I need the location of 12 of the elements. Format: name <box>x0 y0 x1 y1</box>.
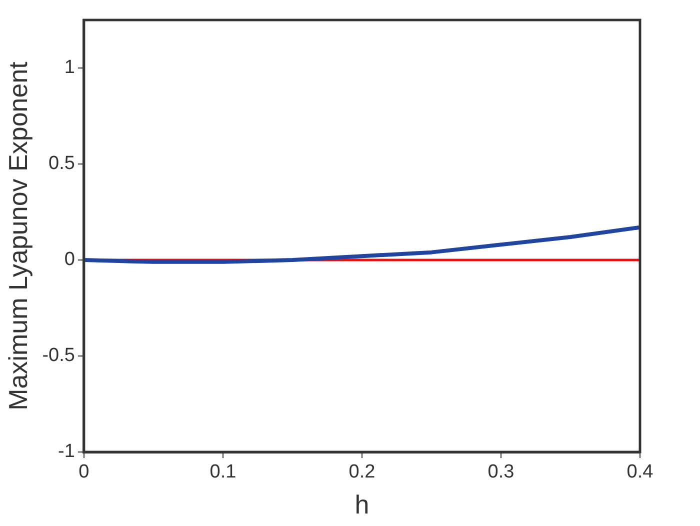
x-tick-label: 0.2 <box>348 462 376 483</box>
y-tick-label: -1 <box>58 441 75 462</box>
y-axis-title: Maximum Lyapunov Exponent <box>2 60 33 410</box>
x-tick-label: 0.3 <box>488 462 514 483</box>
y-tick-label: -0.5 <box>42 345 75 366</box>
y-tick-label: 0.5 <box>48 153 75 174</box>
y-tick-label: 0 <box>64 249 75 270</box>
x-axis-title: h <box>354 490 370 520</box>
x-tick-label: 0.1 <box>210 462 236 483</box>
x-tick-label: 0 <box>78 462 90 483</box>
y-tick-label: 1 <box>64 57 75 78</box>
x-tick-label: 0.4 <box>626 462 654 483</box>
